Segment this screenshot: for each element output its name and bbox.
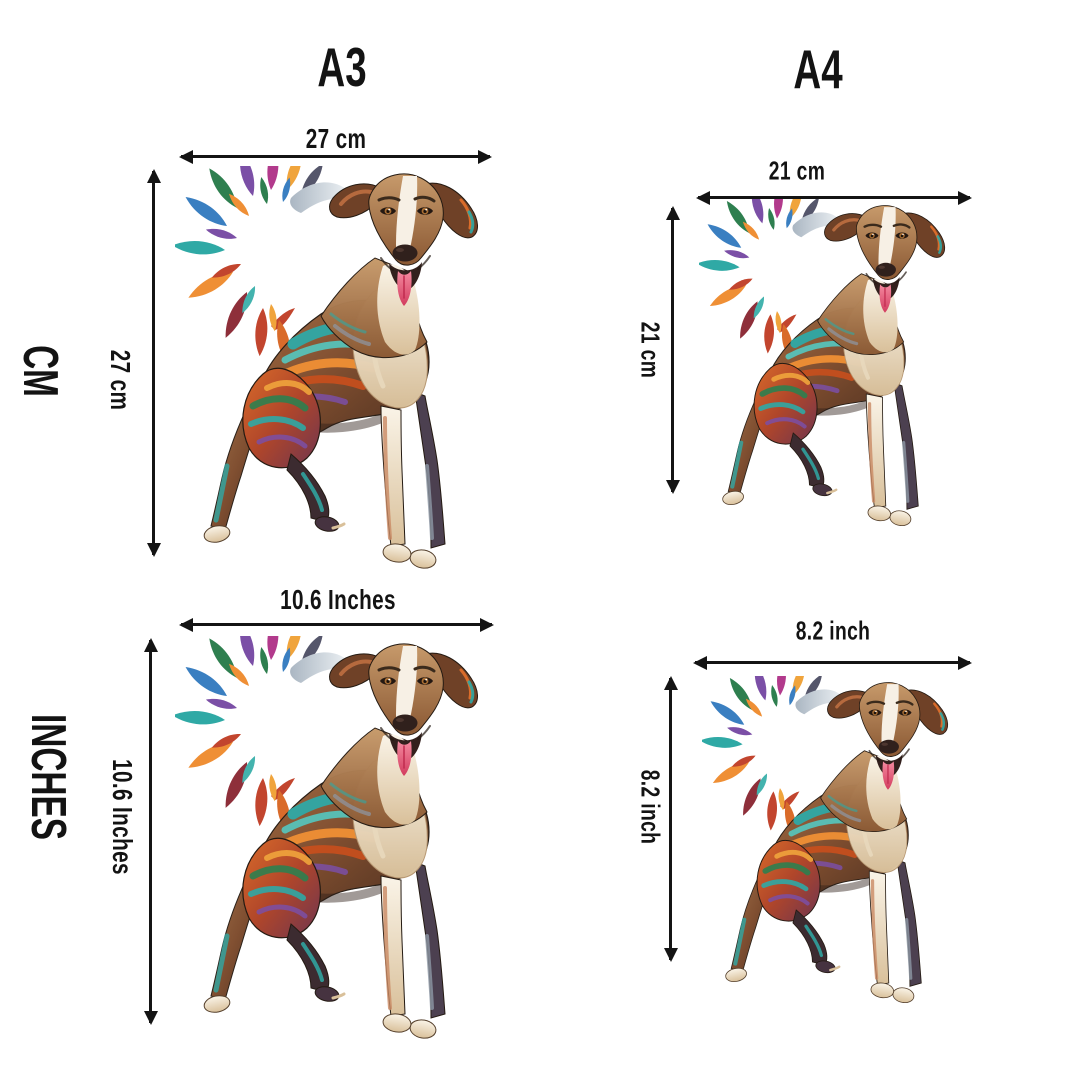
dog-artwork-a3-cm <box>175 166 505 571</box>
a4-inches-width-arrow <box>695 661 970 664</box>
a3-cm-height-arrow <box>152 171 155 555</box>
a4-cm-height-arrow <box>671 208 674 492</box>
a4-inches-width-label: 8.2 inch <box>795 615 871 646</box>
a3-inches-height-label: 10.6 Inches <box>107 759 138 875</box>
a3-cm-width-arrow <box>181 155 490 158</box>
a4-inches-height-label: 8.2 inch <box>635 769 666 845</box>
dog-artwork-a4-inches <box>702 676 970 1005</box>
dog-artwork-a4-cm <box>699 199 967 528</box>
a4-cm-width-label: 21 cm <box>768 155 826 186</box>
a3-cm-height-label: 27 cm <box>105 349 136 411</box>
dog-artwork-a3-inches <box>175 636 505 1041</box>
a3-inches-width-arrow <box>181 623 492 626</box>
column-header-a3: A3 <box>317 36 367 98</box>
a3-cm-width-label: 27 cm <box>305 123 367 154</box>
a3-inches-height-arrow <box>149 640 152 1023</box>
column-header-a4: A4 <box>793 38 843 100</box>
a4-cm-width-arrow <box>698 196 970 199</box>
row-header-cm: CM <box>13 345 67 397</box>
row-header-inches: INCHES <box>21 714 75 840</box>
a4-inches-height-arrow <box>669 678 672 960</box>
a3-inches-width-label: 10.6 Inches <box>280 584 396 615</box>
a4-cm-height-label: 21 cm <box>635 321 666 379</box>
